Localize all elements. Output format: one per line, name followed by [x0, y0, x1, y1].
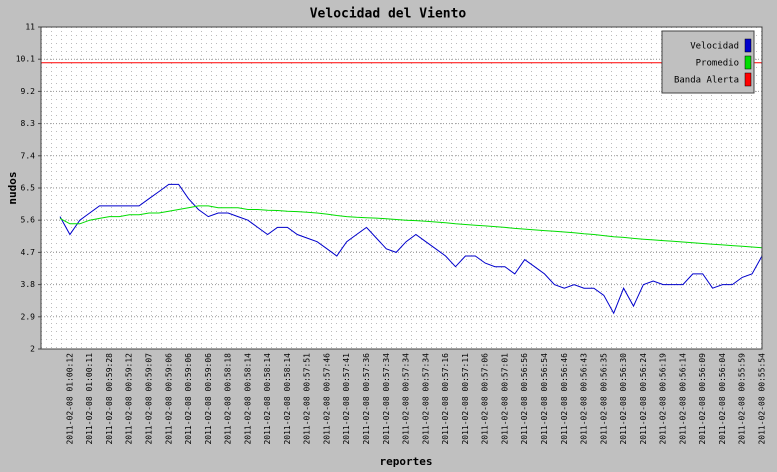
- y-tick-label: 7.4: [21, 151, 36, 160]
- x-tick-label: 2011-02-08 00:56:46: [560, 353, 569, 445]
- x-tick-label: 2011-02-08 00:56:14: [678, 353, 687, 445]
- y-tick-label: 4.7: [21, 248, 36, 257]
- y-tick-label: 2: [30, 345, 35, 354]
- y-tick-label: 11: [25, 23, 35, 32]
- x-tick-label: 2011-02-08 00:57:11: [461, 353, 470, 445]
- x-tick-label: 2011-02-08 00:57:41: [342, 353, 351, 445]
- x-tick-label: 2011-02-08 00:57:34: [421, 353, 430, 445]
- x-tick-label: 2011-02-08 00:56:09: [698, 353, 707, 445]
- legend: Velocidad Promedio Banda Alerta: [661, 30, 755, 94]
- x-tick-label: 2011-02-08 00:55:59: [738, 353, 747, 445]
- x-tick-label: 2011-02-08 00:58:14: [243, 353, 252, 445]
- y-tick-label: 6.5: [21, 184, 36, 193]
- x-tick-label: 2011-02-08 00:56:56: [520, 353, 529, 445]
- x-tick-label: 2011-02-08 00:57:34: [382, 353, 391, 445]
- legend-label: Promedio: [696, 59, 739, 69]
- x-tick-label: 2011-02-08 00:57:16: [441, 353, 450, 445]
- legend-swatch: [744, 38, 752, 53]
- x-tick-label: 2011-02-08 00:55:54: [758, 353, 767, 445]
- x-tick-label: 2011-02-08 00:57:06: [481, 353, 490, 445]
- plot-frame: [40, 26, 763, 350]
- y-tick-label: 2.9: [21, 312, 36, 321]
- series-line: [59, 183, 763, 315]
- x-tick-label: 2011-02-08 00:57:36: [362, 353, 371, 445]
- legend-swatch: [744, 72, 752, 87]
- x-tick-label: 2011-02-08 00:59:06: [164, 353, 173, 445]
- x-axis-label: reportes: [380, 455, 433, 468]
- x-tick-label: 2011-02-08 00:56:04: [718, 353, 727, 445]
- x-tick-label: 2011-02-08 00:57:46: [322, 353, 331, 445]
- x-tick-label: 2011-02-08 00:58:14: [283, 353, 292, 445]
- x-tick-label: 2011-02-08 00:57:51: [303, 353, 312, 445]
- x-tick-label: 2011-02-08 00:59:12: [125, 353, 134, 445]
- x-tick-label: 2011-02-08 00:57:01: [500, 353, 509, 445]
- x-tick-label: 2011-02-08 00:59:06: [184, 353, 193, 445]
- x-tick-label: 2011-02-08 00:56:54: [540, 353, 549, 445]
- x-tick-label: 2011-02-08 01:00:12: [65, 353, 74, 445]
- y-tick-label: 9.2: [21, 87, 36, 96]
- x-tick-label: 2011-02-08 00:59:07: [144, 353, 153, 445]
- legend-label: Banda Alerta: [674, 76, 739, 86]
- x-tick-label: 2011-02-08 00:58:18: [224, 353, 233, 445]
- y-tick-label: 10.1: [16, 55, 35, 64]
- x-tick-label: 2011-02-08 00:56:35: [599, 353, 608, 445]
- legend-box: [661, 30, 755, 94]
- y-tick-label: 3.8: [21, 280, 36, 289]
- x-tick-label: 2011-02-08 00:59:28: [105, 353, 114, 445]
- x-tick-label: 2011-02-08 01:00:11: [85, 353, 94, 445]
- y-axis-label: nudos: [6, 171, 19, 204]
- x-tick-label: 2011-02-08 00:59:06: [204, 353, 213, 445]
- chart-title: Velocidad del Viento: [310, 7, 467, 22]
- legend-swatch: [744, 55, 752, 70]
- marks: [41, 62, 763, 315]
- x-tick-label: 2011-02-08 00:56:24: [639, 353, 648, 445]
- y-tick-label: 5.6: [21, 216, 36, 225]
- y-tick-label: 8.3: [21, 119, 36, 128]
- series-line: [59, 205, 763, 249]
- x-tick-label: 2011-02-08 00:56:19: [659, 353, 668, 445]
- x-tick-label: 2011-02-08 00:56:43: [580, 353, 589, 445]
- legend-label: Velocidad: [690, 42, 739, 52]
- x-tick-label: 2011-02-08 00:57:34: [402, 353, 411, 445]
- x-tick-label: 2011-02-08 00:56:30: [619, 353, 628, 445]
- x-tick-label: 2011-02-08 00:58:14: [263, 353, 272, 445]
